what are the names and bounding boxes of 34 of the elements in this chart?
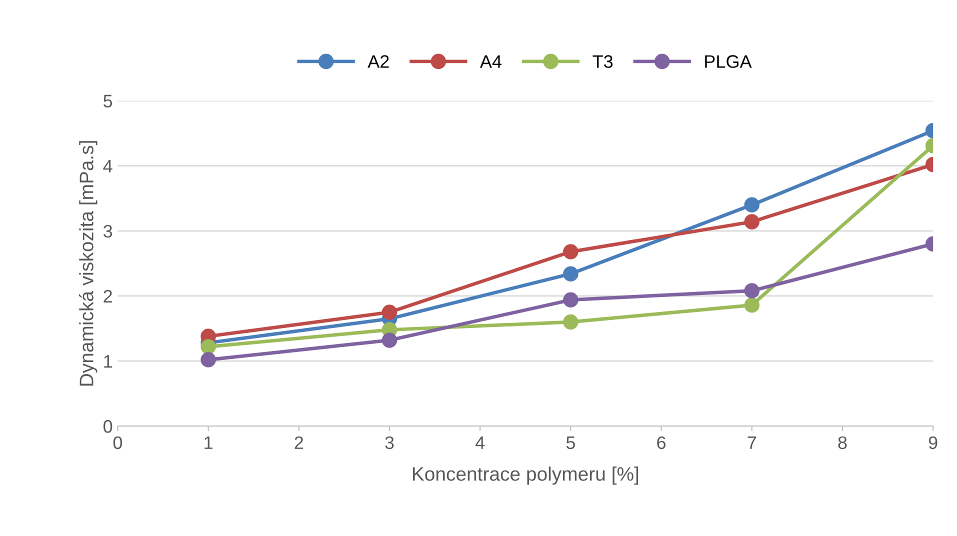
y-tick-label: 3 xyxy=(104,224,112,238)
point xyxy=(744,214,760,230)
x-tick-label: 0 xyxy=(113,436,122,450)
y-tick-label: 1 xyxy=(104,355,112,368)
point xyxy=(200,339,216,354)
legend-label: T3 xyxy=(592,55,613,68)
legend-label: PLGA xyxy=(705,55,752,68)
y-tick-label: 4 xyxy=(103,160,112,172)
point xyxy=(744,283,760,298)
point xyxy=(382,304,398,320)
x-tick-label: 8 xyxy=(838,436,847,450)
y-tick-label: 2 xyxy=(104,290,112,303)
point xyxy=(563,314,578,330)
point xyxy=(382,332,398,348)
x-tick-label: 2 xyxy=(294,436,304,449)
x-tick-label: 1 xyxy=(204,436,212,449)
x-tick-label: 7 xyxy=(748,436,756,449)
point xyxy=(563,244,578,260)
point xyxy=(744,197,760,213)
y-tick-label: 5 xyxy=(104,94,112,108)
y-tick-label: 0 xyxy=(104,420,112,433)
x-tick-label: 9 xyxy=(928,436,938,450)
legend-label: A2 xyxy=(368,55,389,68)
point xyxy=(200,352,216,368)
x-tick-label: 6 xyxy=(657,436,666,450)
legend-label: A4 xyxy=(480,55,502,68)
x-axis-title: Koncentrace polymeru [%] xyxy=(412,466,638,485)
x-tick-label: 4 xyxy=(475,436,485,449)
point xyxy=(744,297,760,313)
point xyxy=(563,266,578,282)
x-tick-label: 3 xyxy=(385,436,394,450)
x-tick-label: 5 xyxy=(566,436,575,450)
y-axis-title: Dynamická viskozita [mPa.s] xyxy=(78,141,98,386)
point xyxy=(563,292,578,308)
